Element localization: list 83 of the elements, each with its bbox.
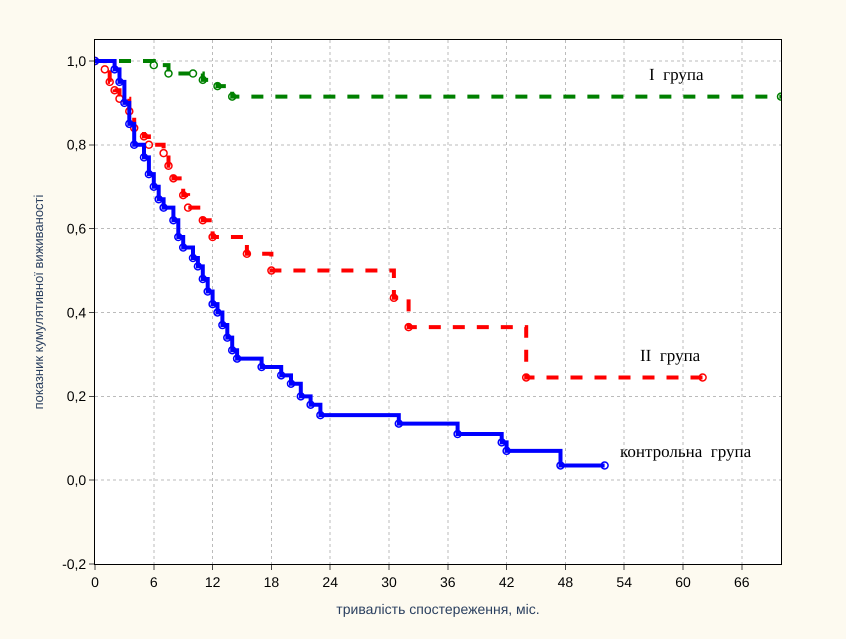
- point: [130, 140, 138, 150]
- point: [698, 373, 707, 382]
- point: [140, 153, 148, 162]
- x-tick-label: 0: [91, 574, 100, 590]
- point: [178, 243, 188, 252]
- point: [316, 410, 325, 420]
- point: [188, 69, 198, 78]
- x-tick-label: 54: [616, 574, 632, 590]
- y-tick-label: 0,4: [66, 304, 86, 320]
- y-tick-label: 0,8: [66, 136, 86, 153]
- point: [218, 320, 227, 330]
- point: [178, 190, 188, 200]
- point: [150, 60, 158, 70]
- point: [453, 430, 462, 438]
- point: [154, 195, 163, 204]
- point: [144, 140, 154, 150]
- y-tick-label: 0,6: [66, 220, 86, 237]
- point: [502, 446, 511, 456]
- point: [600, 461, 609, 470]
- x-tick-label: 18: [264, 574, 280, 590]
- point: [390, 294, 398, 302]
- point: [110, 65, 119, 74]
- series-label: I група: [649, 65, 704, 84]
- point: [296, 392, 306, 401]
- point: [232, 354, 242, 363]
- point: [213, 82, 222, 90]
- point: [404, 322, 413, 332]
- y-tick-label: -0,2: [62, 556, 86, 572]
- point: [228, 346, 236, 354]
- x-tick-label: 30: [381, 574, 397, 590]
- point: [198, 216, 208, 225]
- point: [120, 98, 129, 108]
- point: [276, 371, 286, 380]
- point: [110, 86, 119, 95]
- point: [556, 461, 565, 470]
- point: [257, 362, 266, 372]
- point: [208, 300, 217, 308]
- point: [203, 287, 212, 296]
- x-tick-label: 60: [675, 574, 691, 590]
- point: [188, 254, 198, 262]
- x-axis-title: тривалість спостереження, міс.: [336, 601, 540, 618]
- point: [159, 203, 168, 212]
- point: [169, 174, 178, 183]
- x-tick-label: 66: [734, 574, 750, 590]
- point: [522, 373, 530, 382]
- point: [159, 148, 168, 158]
- point: [306, 400, 315, 409]
- x-tick-label: 42: [498, 574, 515, 590]
- point: [140, 132, 148, 141]
- point: [198, 76, 208, 84]
- point: [497, 438, 506, 447]
- point: [198, 274, 208, 284]
- y-tick-label: 0,0: [66, 472, 86, 488]
- point: [208, 232, 217, 242]
- point: [194, 262, 202, 271]
- point: [242, 250, 252, 258]
- point: [184, 203, 192, 212]
- point: [169, 216, 178, 225]
- point: [125, 120, 134, 128]
- series-label: контрольна група: [620, 442, 752, 461]
- y-tick-label: 0,2: [66, 388, 86, 404]
- point: [267, 266, 276, 275]
- x-tick-label: 12: [204, 574, 221, 590]
- point: [213, 308, 222, 317]
- point: [174, 232, 183, 242]
- point: [164, 162, 173, 170]
- point: [105, 78, 114, 86]
- y-tick-label: 1,0: [66, 52, 86, 69]
- point: [223, 333, 232, 342]
- series-label: II група: [640, 346, 701, 365]
- point: [286, 379, 296, 388]
- point: [150, 182, 158, 191]
- point: [100, 65, 110, 74]
- point: [115, 78, 124, 86]
- x-tick-label: 6: [150, 574, 158, 590]
- x-tick-label: 24: [322, 574, 338, 590]
- point: [228, 92, 236, 101]
- point: [164, 69, 173, 78]
- x-tick-label: 36: [440, 574, 456, 590]
- point: [394, 419, 404, 428]
- point: [144, 170, 154, 178]
- x-tick-label: 48: [558, 574, 574, 590]
- y-axis-title: показник кумулятивної виживаності: [31, 194, 46, 410]
